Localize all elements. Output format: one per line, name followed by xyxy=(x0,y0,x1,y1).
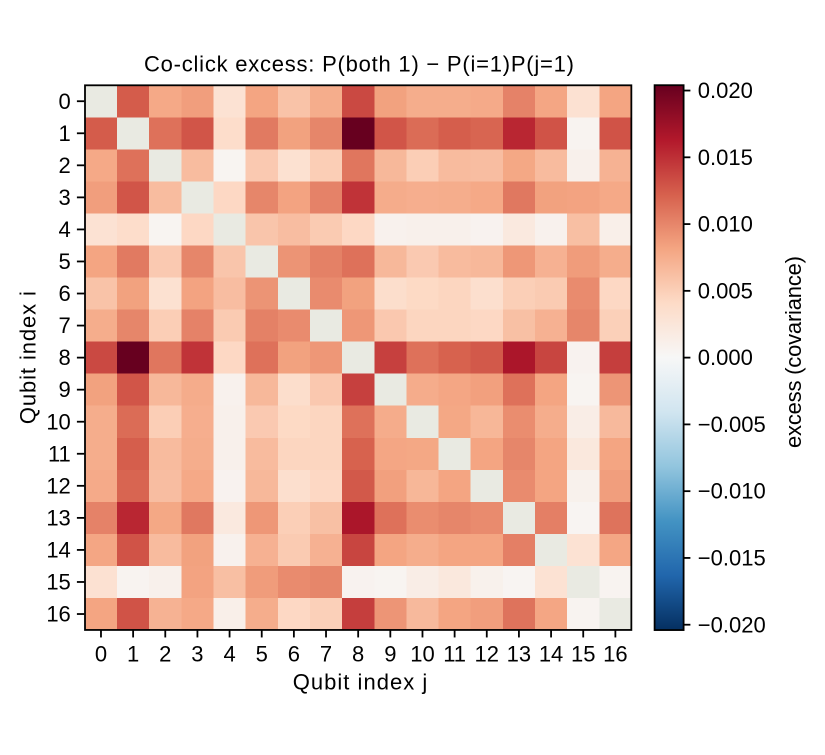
svg-text:9: 9 xyxy=(59,377,71,402)
svg-text:16: 16 xyxy=(46,602,70,627)
svg-text:13: 13 xyxy=(507,641,531,666)
svg-text:6: 6 xyxy=(59,281,71,306)
svg-text:1: 1 xyxy=(127,641,139,666)
svg-text:12: 12 xyxy=(46,473,70,498)
svg-text:0: 0 xyxy=(59,89,71,114)
svg-text:8: 8 xyxy=(352,641,364,666)
svg-text:8: 8 xyxy=(59,345,71,370)
svg-text:0.005: 0.005 xyxy=(698,278,753,303)
svg-text:5: 5 xyxy=(59,249,71,274)
svg-text:0.000: 0.000 xyxy=(698,345,753,370)
svg-text:0: 0 xyxy=(95,641,107,666)
svg-text:4: 4 xyxy=(59,217,71,242)
svg-text:11: 11 xyxy=(48,441,71,466)
svg-text:0.015: 0.015 xyxy=(698,145,753,170)
svg-text:1: 1 xyxy=(59,121,71,146)
svg-text:2: 2 xyxy=(59,153,71,178)
svg-text:4: 4 xyxy=(223,641,235,666)
svg-text:Qubit index j: Qubit index j xyxy=(293,669,428,694)
svg-text:6: 6 xyxy=(288,641,300,666)
svg-text:excess (covariance): excess (covariance) xyxy=(781,256,806,448)
svg-text:−0.020: −0.020 xyxy=(698,612,766,637)
svg-text:2: 2 xyxy=(159,641,171,666)
svg-text:3: 3 xyxy=(191,641,203,666)
svg-text:Co-click excess: P(both 1) − P: Co-click excess: P(both 1) − P(i=1)P(j=1… xyxy=(144,52,574,77)
svg-text:−0.005: −0.005 xyxy=(698,412,766,437)
svg-text:11: 11 xyxy=(443,641,466,666)
svg-text:15: 15 xyxy=(571,641,595,666)
svg-text:13: 13 xyxy=(46,505,70,530)
svg-text:12: 12 xyxy=(475,641,499,666)
svg-text:9: 9 xyxy=(384,641,396,666)
svg-text:14: 14 xyxy=(46,537,70,562)
svg-text:5: 5 xyxy=(256,641,268,666)
svg-text:7: 7 xyxy=(320,641,332,666)
svg-text:16: 16 xyxy=(603,641,627,666)
svg-text:7: 7 xyxy=(59,313,71,338)
svg-text:10: 10 xyxy=(46,409,70,434)
svg-text:3: 3 xyxy=(59,185,71,210)
svg-text:14: 14 xyxy=(539,641,563,666)
svg-text:10: 10 xyxy=(410,641,434,666)
svg-text:0.020: 0.020 xyxy=(698,78,753,103)
svg-text:−0.015: −0.015 xyxy=(698,545,766,570)
svg-text:−0.010: −0.010 xyxy=(698,479,766,504)
svg-text:Qubit index i: Qubit index i xyxy=(16,291,41,424)
svg-text:0.010: 0.010 xyxy=(698,212,753,237)
svg-text:15: 15 xyxy=(46,570,70,595)
